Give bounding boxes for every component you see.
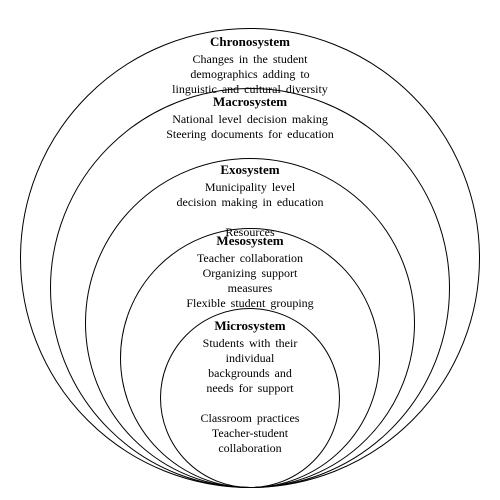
mesosystem-desc: Teacher collaboration Organizing support… (150, 251, 350, 311)
exosystem-desc: Municipality level decision making in ed… (140, 180, 360, 240)
macrosystem-block: Macrosystem National level decision maki… (120, 94, 380, 142)
mesosystem-block: Mesosystem Teacher collaboration Organiz… (150, 233, 350, 311)
microsystem-title: Microsystem (165, 318, 335, 334)
macrosystem-title: Macrosystem (120, 94, 380, 110)
chronosystem-desc: Changes in the student demographics addi… (120, 52, 380, 97)
chronosystem-title: Chronosystem (120, 34, 380, 50)
mesosystem-title: Mesosystem (150, 233, 350, 249)
microsystem-desc: Students with their individual backgroun… (165, 336, 335, 456)
exosystem-block: Exosystem Municipality level decision ma… (140, 162, 360, 240)
chronosystem-block: Chronosystem Changes in the student demo… (120, 34, 380, 97)
macrosystem-desc: National level decision making Steering … (120, 112, 380, 142)
microsystem-block: Microsystem Students with their individu… (165, 318, 335, 456)
exosystem-title: Exosystem (140, 162, 360, 178)
